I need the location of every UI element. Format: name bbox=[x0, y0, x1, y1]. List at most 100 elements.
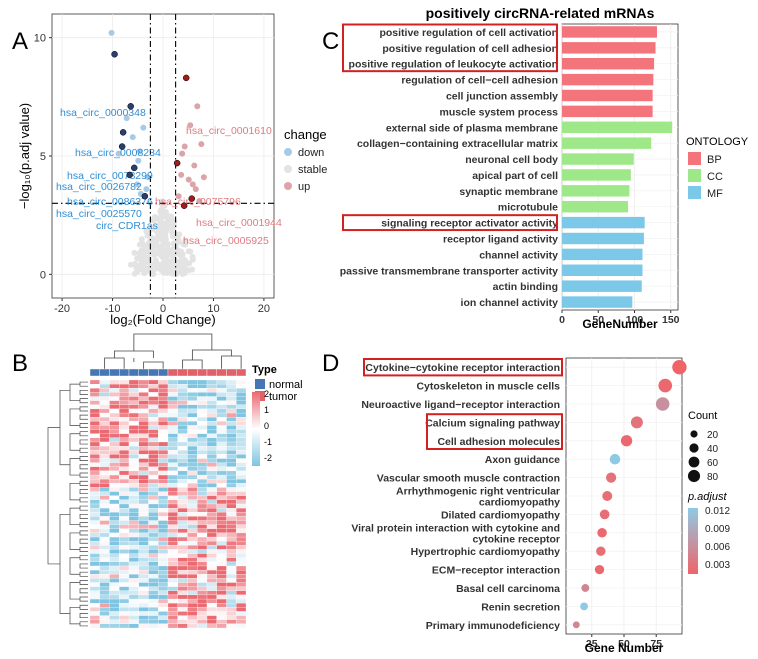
heatmap-cell bbox=[216, 441, 227, 447]
heatmap-cell bbox=[236, 441, 247, 447]
heatmap-cell bbox=[158, 516, 169, 521]
heatmap-cell bbox=[89, 615, 100, 620]
heatmap-cell bbox=[177, 441, 188, 447]
bar bbox=[562, 280, 642, 292]
heatmap-cell bbox=[148, 619, 159, 624]
heatmap-cell bbox=[197, 454, 208, 459]
pathway-dot bbox=[605, 472, 617, 483]
heatmap-cell bbox=[206, 598, 217, 604]
down-point bbox=[123, 115, 130, 122]
heatmap-cell bbox=[138, 487, 149, 492]
heatmap-cell bbox=[128, 462, 139, 467]
heatmap-cell bbox=[128, 516, 139, 521]
heatmap-cell bbox=[99, 545, 110, 550]
heatmap-cell bbox=[236, 508, 247, 513]
heatmap-cell bbox=[197, 441, 208, 447]
heatmap-cell bbox=[158, 619, 169, 624]
heatmap-cell bbox=[89, 470, 100, 476]
heatmap-cell bbox=[167, 598, 178, 604]
heatmap-cell bbox=[236, 466, 247, 472]
legend-label: up bbox=[298, 181, 310, 193]
sample-group-cell bbox=[89, 368, 100, 377]
heatmap-cell bbox=[99, 454, 110, 459]
legend-label: MF bbox=[707, 188, 723, 200]
heatmap-cell bbox=[216, 388, 227, 393]
pathway-dot bbox=[599, 509, 610, 520]
labeled-point bbox=[188, 195, 196, 202]
heatmap-cell bbox=[99, 388, 110, 393]
heatmap-cell bbox=[109, 495, 120, 500]
heatmap-cell bbox=[216, 421, 227, 426]
labeled-point bbox=[182, 74, 190, 82]
heatmap-cell bbox=[89, 520, 100, 525]
category-label: regulation of cell−cell adhesion bbox=[401, 75, 558, 87]
heatmap-cell bbox=[167, 516, 178, 521]
heatmap-cell bbox=[158, 392, 169, 397]
stable-point bbox=[189, 256, 196, 263]
heatmap-cell bbox=[128, 458, 139, 463]
heatmap-cell bbox=[236, 417, 247, 422]
heatmap-cell bbox=[236, 553, 247, 558]
heatmap-cell bbox=[158, 479, 169, 484]
heatmap-cell bbox=[206, 474, 217, 480]
panel-label-b: B bbox=[12, 350, 28, 377]
heatmap-cell bbox=[236, 598, 247, 604]
heatmap-cell bbox=[167, 404, 178, 410]
heatmap-cell bbox=[187, 582, 198, 587]
category-label: passive transmembrane transporter activi… bbox=[340, 265, 558, 277]
heatmap-cell bbox=[187, 611, 198, 616]
category-label: cell junction assembly bbox=[446, 91, 558, 103]
heatmap-cell bbox=[206, 404, 217, 410]
heatmap-cell bbox=[99, 528, 110, 534]
heatmap-cell bbox=[167, 466, 178, 472]
heatmap-cell bbox=[109, 528, 120, 534]
sample-group-cell bbox=[128, 368, 139, 377]
heatmap-cell bbox=[99, 590, 110, 596]
heatmap-cell bbox=[197, 483, 208, 488]
heatmap-cell bbox=[158, 615, 169, 620]
heatmap-cell bbox=[119, 487, 130, 492]
heatmap-cell bbox=[216, 570, 227, 575]
sample-group-cell bbox=[226, 368, 237, 377]
heatmap-cell bbox=[89, 541, 100, 546]
heatmap-cell bbox=[226, 470, 237, 476]
category-label: synaptic membrane bbox=[459, 186, 558, 198]
heatmap-cell bbox=[177, 565, 188, 571]
heatmap-cell bbox=[197, 619, 208, 624]
heatmap-cell bbox=[128, 454, 139, 459]
heatmap-cell bbox=[158, 598, 169, 604]
heatmap-cell bbox=[89, 549, 100, 554]
heatmap-cell bbox=[177, 433, 188, 438]
heatmap-cell bbox=[148, 516, 159, 521]
heatmap-cell bbox=[99, 557, 110, 562]
up-point bbox=[189, 181, 196, 188]
x-axis-title: Gene Number bbox=[585, 641, 664, 655]
pathway-dot bbox=[572, 621, 580, 629]
heatmap-cell bbox=[206, 603, 217, 608]
heatmap-cell bbox=[177, 516, 188, 521]
heatmap-cell bbox=[177, 425, 188, 430]
heatmap-cell bbox=[167, 384, 178, 389]
heatmap-cell bbox=[236, 536, 247, 542]
heatmap-cell bbox=[158, 512, 169, 517]
heatmap-cell bbox=[89, 487, 100, 492]
heatmap-cell bbox=[187, 470, 198, 476]
heatmap-cell bbox=[167, 553, 178, 558]
heatmap-cell bbox=[138, 520, 149, 525]
heatmap-cell bbox=[89, 437, 100, 443]
heatmap-cell bbox=[138, 412, 149, 418]
stable-point bbox=[152, 257, 159, 264]
heatmap-cell bbox=[216, 454, 227, 459]
heatmap-cell bbox=[128, 425, 139, 430]
heatmap-cell bbox=[167, 549, 178, 554]
heatmap-cell bbox=[216, 594, 227, 600]
heatmap-cell bbox=[119, 611, 130, 616]
heatmap-cell bbox=[89, 466, 100, 472]
category-label: collagen−containing extracellular matrix bbox=[357, 138, 558, 150]
stable-point bbox=[164, 241, 171, 248]
sample-group-cell bbox=[148, 368, 159, 377]
category-label: apical part of cell bbox=[472, 170, 558, 182]
heatmap-cell bbox=[128, 446, 139, 451]
category-label: positive regulation of cell adhesion bbox=[382, 43, 558, 55]
